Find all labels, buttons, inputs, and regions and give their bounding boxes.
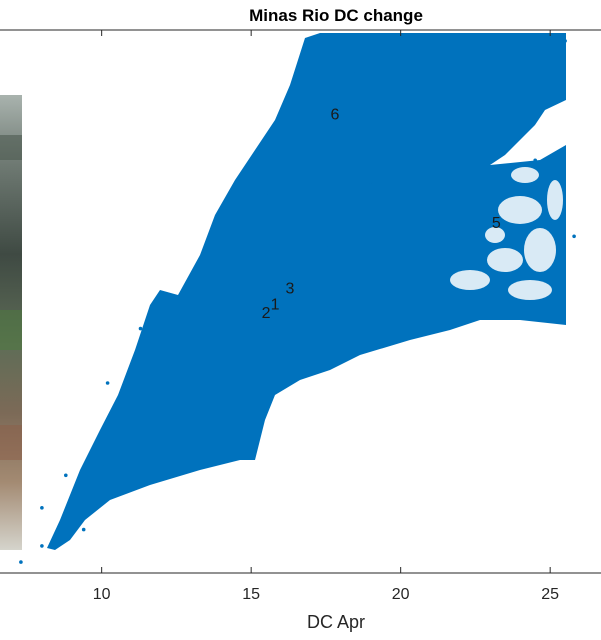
data-point — [563, 39, 567, 43]
background-photo-fragment — [0, 95, 22, 550]
data-point — [225, 245, 229, 249]
data-point — [413, 256, 418, 260]
x-axis-label: DC Apr — [307, 612, 365, 632]
data-point — [518, 82, 523, 87]
x-tick-label: 15 — [242, 586, 260, 603]
plot-area: 10 15 20 25 6 5 312 — [0, 29, 601, 603]
point-cloud-envelope — [47, 33, 566, 550]
data-points — [19, 39, 576, 564]
data-point — [488, 174, 493, 179]
chart-title: Minas Rio DC change — [249, 6, 423, 25]
data-point — [64, 473, 68, 478]
point-annotation: 6 — [330, 107, 339, 124]
cloud-gap — [511, 167, 539, 183]
point-annotation: 2 — [262, 305, 271, 322]
data-point — [398, 55, 403, 59]
data-point — [105, 381, 110, 385]
x-axis-ticks: 10 15 20 25 — [93, 30, 559, 603]
data-point — [129, 419, 134, 423]
x-tick-label: 25 — [541, 586, 559, 603]
data-point — [189, 288, 194, 293]
cloud-gap — [487, 248, 523, 272]
cloud-gap — [524, 228, 556, 272]
data-point — [279, 288, 283, 293]
data-point — [354, 71, 358, 76]
x-tick-label: 20 — [392, 586, 410, 603]
point-annotation: 1 — [271, 297, 280, 314]
data-point — [249, 321, 253, 326]
data-point — [473, 60, 478, 65]
data-point — [138, 326, 143, 331]
data-point — [40, 506, 44, 510]
data-point — [168, 364, 173, 369]
data-point — [572, 234, 576, 239]
data-point — [102, 462, 107, 467]
data-point — [428, 136, 433, 141]
data-point — [458, 234, 463, 239]
data-point — [81, 527, 86, 532]
data-point — [40, 544, 44, 548]
data-point — [19, 560, 23, 564]
point-annotations: 6 5 312 — [262, 107, 501, 322]
data-point — [369, 180, 373, 184]
data-point — [324, 245, 328, 249]
point-cloud — [47, 33, 566, 550]
data-point — [219, 435, 224, 440]
cloud-gap — [450, 270, 490, 290]
cloud-gap — [485, 227, 505, 243]
point-annotation: 5 — [492, 215, 501, 232]
cloud-gap — [547, 180, 563, 220]
cloud-gap — [498, 196, 542, 224]
x-tick-label: 10 — [93, 586, 111, 603]
data-point — [309, 109, 313, 114]
data-point — [533, 158, 537, 163]
data-point — [264, 191, 268, 195]
point-annotation: 3 — [286, 280, 295, 297]
cloud-gap — [508, 280, 552, 300]
